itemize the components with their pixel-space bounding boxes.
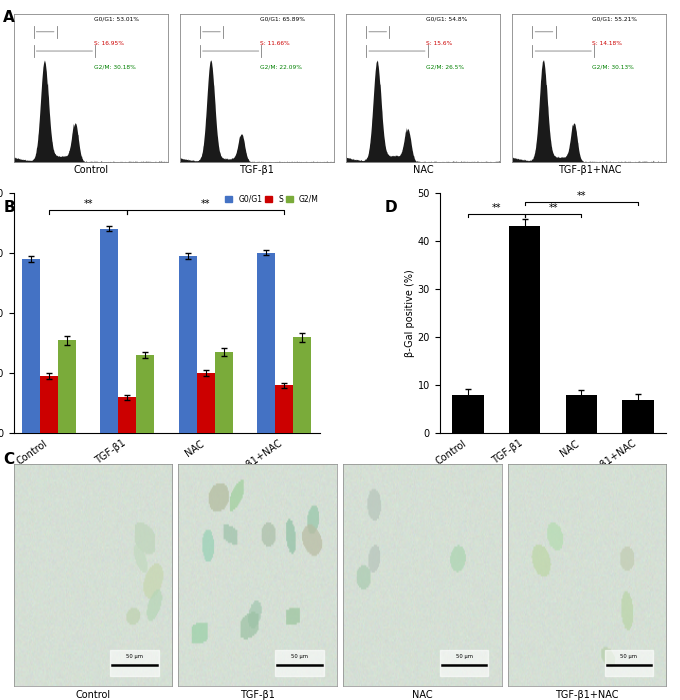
Text: S: 14.18%: S: 14.18% <box>592 41 622 46</box>
Text: 50 μm: 50 μm <box>291 654 308 659</box>
X-axis label: NAC: NAC <box>413 165 433 175</box>
Text: G0/G1: 65.89%: G0/G1: 65.89% <box>260 17 305 22</box>
Bar <box>58 340 76 433</box>
Text: S: 15.6%: S: 15.6% <box>426 41 452 46</box>
Text: G2/M: 22.09%: G2/M: 22.09% <box>260 64 302 69</box>
Bar <box>257 253 275 433</box>
Text: G0/G1: 53.01%: G0/G1: 53.01% <box>94 17 139 22</box>
Y-axis label: β-Gal positive (%): β-Gal positive (%) <box>405 269 415 357</box>
Text: D: D <box>384 199 397 214</box>
Bar <box>605 650 653 676</box>
Text: S: 16.95%: S: 16.95% <box>94 41 124 46</box>
Text: **: ** <box>201 199 211 209</box>
X-axis label: TGF-β1+NAC: TGF-β1+NAC <box>558 165 621 175</box>
Text: 50 μm: 50 μm <box>456 654 473 659</box>
Text: G2/M: 30.13%: G2/M: 30.13% <box>592 64 634 69</box>
X-axis label: NAC: NAC <box>412 690 432 700</box>
Bar <box>118 397 137 433</box>
X-axis label: TGF-β1+NAC: TGF-β1+NAC <box>556 690 619 700</box>
Bar <box>566 395 597 433</box>
Text: C: C <box>3 452 14 466</box>
Bar <box>179 256 197 433</box>
Bar <box>137 355 154 433</box>
Text: G0/G1: 54.8%: G0/G1: 54.8% <box>426 17 468 22</box>
Bar <box>22 259 40 433</box>
Text: **: ** <box>492 203 501 213</box>
Bar <box>197 373 215 433</box>
Text: 50 μm: 50 μm <box>126 654 143 659</box>
Text: **: ** <box>548 203 558 213</box>
X-axis label: TGF-β1: TGF-β1 <box>239 165 274 175</box>
Bar <box>275 385 294 433</box>
Text: B: B <box>3 199 15 214</box>
Text: G2/M: 26.5%: G2/M: 26.5% <box>426 64 464 69</box>
Bar <box>275 650 324 676</box>
Legend: G0/G1, S, G2/M: G0/G1, S, G2/M <box>222 192 322 206</box>
Text: G2/M: 30.18%: G2/M: 30.18% <box>94 64 135 69</box>
Bar <box>215 352 233 433</box>
Bar <box>101 229 118 433</box>
X-axis label: Control: Control <box>73 165 108 175</box>
Bar <box>452 395 483 433</box>
Bar <box>110 650 159 676</box>
Bar <box>622 400 653 433</box>
Text: 50 μm: 50 μm <box>620 654 637 659</box>
Text: **: ** <box>577 191 586 201</box>
X-axis label: TGF-β1: TGF-β1 <box>240 690 275 700</box>
Text: **: ** <box>84 199 93 209</box>
Bar <box>440 650 488 676</box>
Text: G0/G1: 55.21%: G0/G1: 55.21% <box>592 17 637 22</box>
Bar <box>40 376 58 433</box>
Text: A: A <box>3 10 15 25</box>
Bar <box>509 226 541 433</box>
Text: S: 11.66%: S: 11.66% <box>260 41 290 46</box>
Bar <box>294 337 311 433</box>
X-axis label: Control: Control <box>75 690 110 700</box>
